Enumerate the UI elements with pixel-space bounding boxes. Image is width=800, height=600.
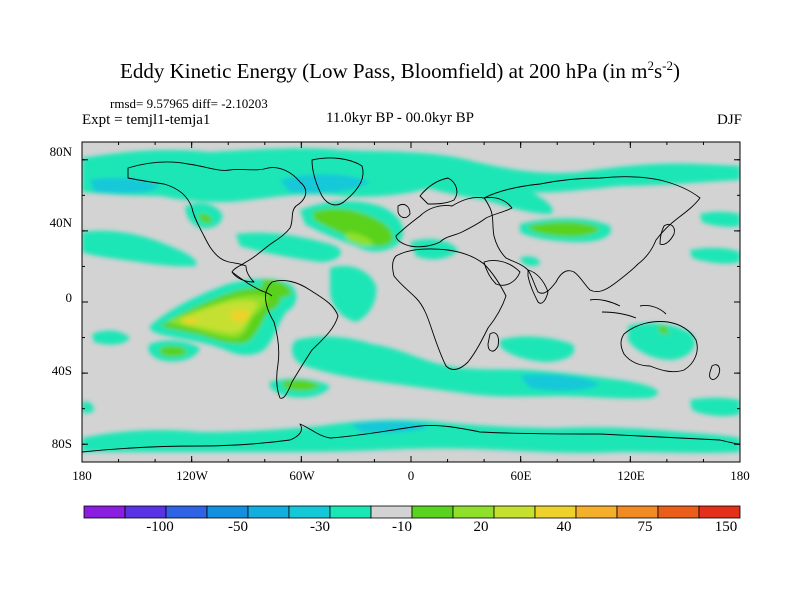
contour-region-indian-north — [500, 336, 575, 362]
colorbar-label: -50 — [228, 519, 248, 535]
lat-tick-label: 80N — [49, 144, 72, 159]
colorbar-swatch — [370, 505, 413, 519]
lon-tick-label: 0 — [407, 468, 415, 483]
colorbar-swatch — [575, 505, 618, 519]
lon-tick-label: 60W — [289, 468, 315, 483]
colorbar-swatch — [165, 505, 208, 519]
contour-region-eurasia — [420, 174, 553, 214]
coastline-europe — [395, 197, 513, 248]
contour-region-arctic-core — [90, 178, 160, 194]
colorbar — [83, 505, 741, 519]
contour-region-asia-small — [520, 256, 540, 266]
colorbar-label: 150 — [714, 519, 738, 535]
contour-region-npacific-east — [700, 211, 740, 227]
colorbar-swatch — [534, 505, 577, 519]
contour-region-west-edge — [82, 401, 94, 414]
coastline-australia — [620, 321, 698, 373]
lat-tick-label: 0 — [65, 290, 73, 305]
lon-tick-label: 180 — [72, 468, 92, 483]
colorbar-label: 20 — [473, 519, 489, 535]
coastline-north-america — [127, 161, 307, 283]
contour-region-east-pacific-peak — [230, 309, 250, 323]
experiment-label: Expt = temjl1-temja1 — [82, 112, 211, 128]
contour-region-southwest-pacific — [690, 397, 740, 417]
coastline-new-zealand — [709, 364, 721, 380]
coastline-madagascar — [487, 332, 499, 352]
contour-region-atlantic-peak — [346, 232, 374, 246]
contour-region-south-america — [262, 279, 292, 298]
contour-region-westpacific — [690, 247, 740, 264]
contour-region-tropical-atlantic — [330, 266, 377, 322]
coastline-arabia — [483, 260, 521, 286]
lon-tick-label: 120E — [617, 468, 645, 483]
contour-region-arctic — [82, 148, 740, 203]
coastlines — [82, 157, 740, 453]
plot-title: Eddy Kinetic Energy (Low Pass, Bloomfiel… — [120, 58, 680, 83]
contour-fill-layer — [82, 148, 740, 453]
coastline-indonesia — [589, 299, 667, 319]
contour-region-arctic-core-2 — [280, 174, 370, 193]
contour-region-china-jet-positive — [528, 221, 600, 237]
contour-region-npacific-positive — [198, 213, 212, 224]
colorbar-label: 75 — [637, 519, 653, 535]
contour-region-pacific-west — [92, 330, 130, 345]
colorbar-label: 40 — [556, 519, 572, 535]
coastline-central-america — [231, 271, 273, 297]
stats-label: rmsd= 9.57965 diff= -2.10203 — [110, 96, 268, 111]
coastline-greenland — [311, 157, 364, 206]
contour-region-atlantic-positive — [312, 208, 393, 247]
colorbar-swatch — [411, 505, 454, 519]
period-label: 11.0kyr BP - 00.0kyr BP — [325, 110, 475, 126]
colorbar-swatch — [452, 505, 495, 519]
coastline-antarctica — [82, 423, 740, 453]
colorbar-swatch — [698, 505, 741, 519]
colorbar-swatch — [83, 505, 126, 519]
contour-region-pacific-south-positive — [160, 345, 188, 357]
colorbar-label: -30 — [310, 519, 330, 535]
coastline-scandinavia — [419, 177, 458, 205]
contour-region-subtropics-atlantic — [236, 232, 341, 262]
colorbar-label: -100 — [146, 519, 174, 535]
contour-region-subtropics-west — [82, 230, 197, 267]
coastline-south-america — [265, 279, 339, 399]
season-label: DJF — [716, 112, 742, 128]
lon-tick-label: 60E — [510, 468, 532, 483]
lat-tick-label: 40S — [51, 363, 72, 378]
lon-tick-label: 120W — [176, 468, 208, 483]
colorbar-swatch — [616, 505, 659, 519]
colorbar-swatch — [288, 505, 331, 519]
contour-region-east-pacific-peak-2 — [182, 317, 198, 325]
colorbar-swatch — [329, 505, 372, 519]
colorbar-label: -10 — [392, 519, 412, 535]
lon-tick-label: 180 — [730, 468, 750, 483]
colorbar-swatch — [124, 505, 167, 519]
colorbar-swatch — [206, 505, 249, 519]
contour-region-east-pacific-strong — [178, 300, 258, 333]
contour-region-australia-positive — [658, 325, 669, 335]
lat-tick-label: 40N — [49, 215, 72, 230]
coastline-british-isles — [397, 203, 411, 219]
colorbar-swatch — [493, 505, 536, 519]
coastline-japan — [659, 223, 675, 245]
colorbar-swatch — [247, 505, 290, 519]
colorbar-swatch — [657, 505, 700, 519]
contour-region-australia — [628, 323, 695, 360]
coastline-india — [527, 269, 549, 304]
coastline-africa — [392, 248, 507, 370]
axis-ticks — [81, 142, 741, 462]
contour-region-antarctic-core — [350, 421, 430, 433]
coastline-asia — [483, 176, 701, 294]
contour-region-indian-core — [520, 374, 600, 391]
lat-tick-label: 80S — [51, 436, 72, 451]
